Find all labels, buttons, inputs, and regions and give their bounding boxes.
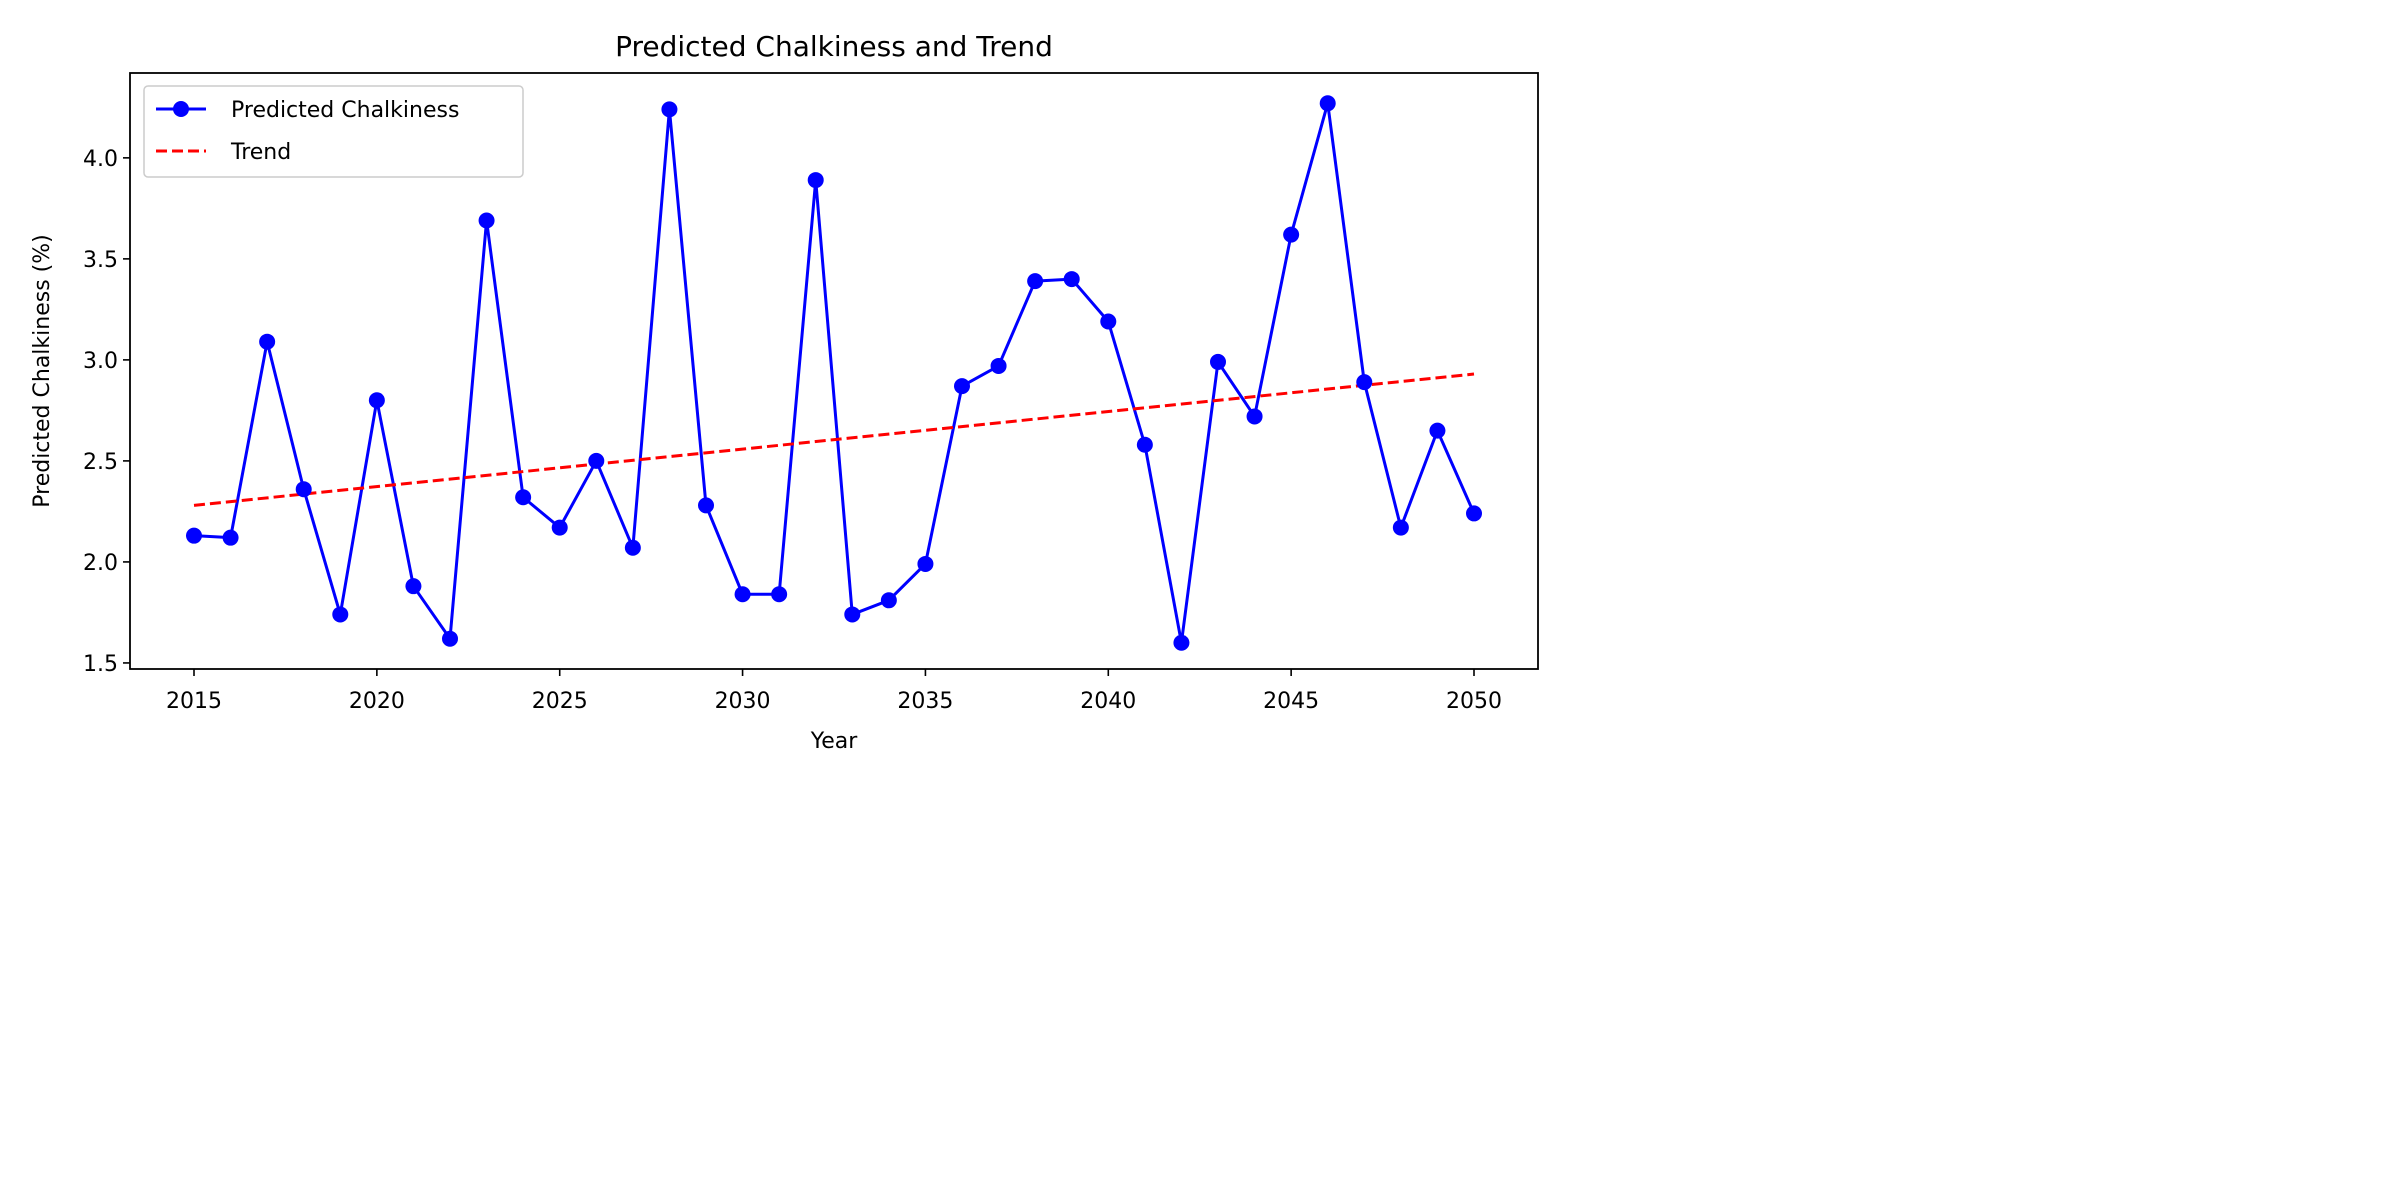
x-tick-label: 2035 (897, 689, 953, 714)
data-point-predicted-chalkiness (807, 172, 824, 189)
data-point-predicted-chalkiness (990, 357, 1007, 374)
data-point-predicted-chalkiness (880, 592, 897, 609)
data-point-predicted-chalkiness (1063, 271, 1080, 288)
data-point-predicted-chalkiness (844, 606, 861, 623)
data-point-predicted-chalkiness (295, 481, 312, 498)
x-tick-label: 2030 (715, 689, 771, 714)
chart: 2015 2020 2025 2030 2035 2040 2045 2050 1.5 2.0 2.… (0, 0, 1568, 784)
data-point-predicted-chalkiness (1027, 273, 1044, 290)
data-point-predicted-chalkiness (624, 539, 641, 556)
data-point-predicted-chalkiness (442, 630, 458, 647)
x-tick-label: 2025 (532, 689, 588, 714)
data-point-predicted-chalkiness (222, 529, 239, 546)
y-tick-label: 2.0 (83, 551, 118, 576)
data-point-predicted-chalkiness (734, 586, 751, 603)
x-tick-label: 2020 (349, 689, 405, 714)
legend-label-predicted: Predicted Chalkiness (231, 98, 459, 123)
data-point-predicted-chalkiness (1136, 436, 1153, 453)
data-point-predicted-chalkiness (259, 333, 276, 350)
x-tick-label: 2015 (166, 689, 222, 714)
data-point-predicted-chalkiness (954, 378, 970, 395)
legend: Predicted Chalkiness Trend (143, 85, 524, 178)
x-tick-label: 2045 (1263, 689, 1319, 714)
chart-title: Predicted Chalkiness and Trend (615, 30, 1053, 63)
data-point-predicted-chalkiness (1356, 374, 1373, 391)
legend-marker-predicted (173, 101, 189, 117)
data-point-predicted-chalkiness (661, 101, 678, 118)
y-tick-label: 4.0 (83, 147, 118, 172)
data-point-predicted-chalkiness (1283, 226, 1300, 243)
data-point-predicted-chalkiness (1173, 634, 1190, 651)
x-tick-label: 2050 (1446, 689, 1502, 714)
y-tick-label: 1.5 (83, 652, 118, 677)
data-point-predicted-chalkiness (405, 578, 422, 595)
data-point-predicted-chalkiness (917, 555, 934, 572)
data-point-predicted-chalkiness (771, 586, 788, 603)
y-tick-label: 3.0 (83, 349, 118, 374)
data-point-predicted-chalkiness (698, 497, 714, 514)
data-point-predicted-chalkiness (551, 519, 568, 536)
data-point-predicted-chalkiness (1100, 313, 1117, 330)
data-point-predicted-chalkiness (1319, 95, 1336, 112)
data-point-predicted-chalkiness (478, 212, 495, 229)
series-layer (186, 95, 1482, 651)
data-point-predicted-chalkiness (1210, 353, 1226, 370)
x-axis-title: Year (810, 729, 859, 754)
ticks-layer: 2015 2020 2025 2030 2035 2040 2045 2050 1.5 2.0 2.… (83, 147, 1502, 714)
data-point-predicted-chalkiness (1246, 408, 1263, 425)
data-point-predicted-chalkiness (1429, 422, 1446, 439)
series-line-trend (193, 372, 1475, 507)
data-point-predicted-chalkiness (368, 392, 385, 409)
series-line-predicted-chalkiness (193, 101, 1476, 645)
data-point-predicted-chalkiness (515, 489, 532, 506)
y-axis-title: Predicted Chalkiness (%) (30, 234, 55, 508)
data-point-predicted-chalkiness (1392, 519, 1409, 536)
data-point-predicted-chalkiness (588, 452, 605, 469)
legend-label-trend: Trend (230, 140, 291, 165)
data-point-predicted-chalkiness (332, 606, 349, 623)
x-tick-label: 2040 (1080, 689, 1136, 714)
data-point-predicted-chalkiness (1466, 505, 1482, 522)
chart-canvas: 2015 2020 2025 2030 2035 2040 2045 2050 1.5 2.0 2.… (30, 30, 1539, 754)
legend-box (143, 85, 524, 178)
data-point-predicted-chalkiness (186, 527, 202, 544)
y-tick-label: 2.5 (83, 450, 118, 475)
y-tick-label: 3.5 (83, 248, 118, 273)
